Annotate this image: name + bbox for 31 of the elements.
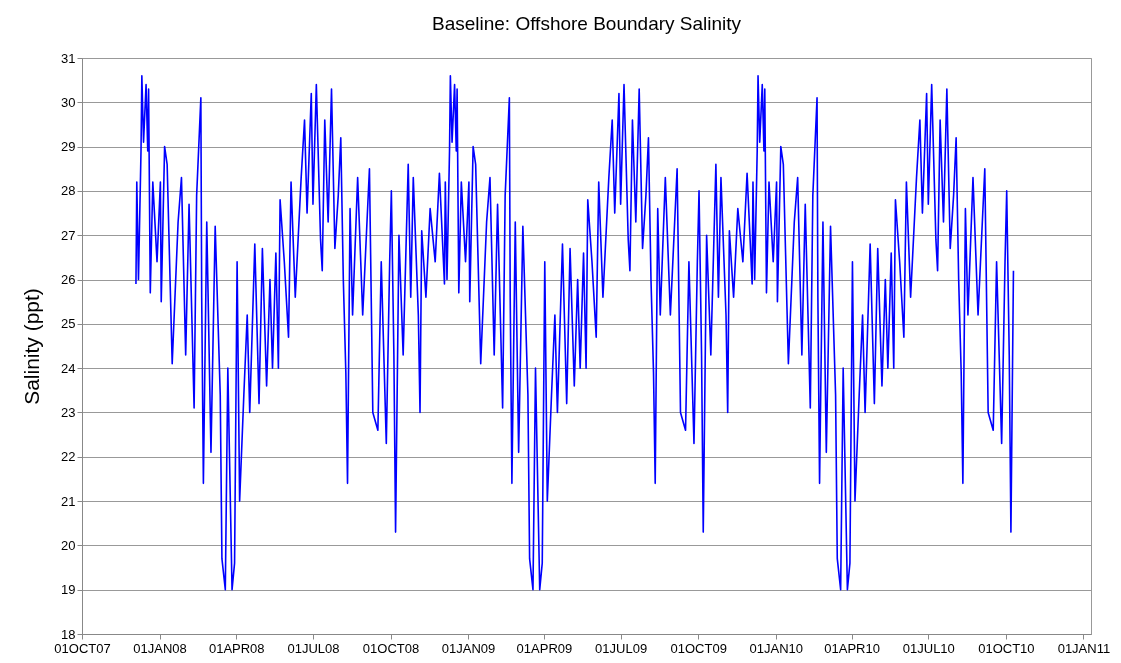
y-tick-label: 29	[61, 139, 76, 155]
y-tick-label: 22	[61, 449, 76, 465]
x-tick-label: 01JAN08	[133, 640, 187, 656]
y-tick-label: 24	[61, 360, 76, 376]
x-tick-label: 01OCT08	[362, 640, 420, 656]
x-tick-label: 01JAN10	[749, 640, 803, 656]
x-tick-label: 01JUL08	[287, 640, 340, 656]
y-tick-label: 23	[61, 404, 76, 420]
x-tick-label: 01OCT09	[670, 640, 727, 656]
y-tick-label: 18	[61, 626, 76, 642]
y-tick-label: 30	[61, 94, 76, 110]
x-tick-label: 01JAN11	[1057, 640, 1111, 656]
y-tick-label: 27	[61, 227, 76, 243]
x-tick-label: 01APR08	[208, 640, 265, 656]
chart-title: Baseline: Offshore Boundary Salinity	[431, 13, 742, 34]
y-tick-label: 28	[61, 183, 76, 199]
y-tick-label: 20	[61, 537, 76, 553]
y-tick-label: 25	[61, 316, 76, 332]
x-tick-label: 01OCT07	[54, 640, 111, 656]
y-tick-label: 21	[61, 493, 76, 509]
y-tick-label: 26	[61, 272, 76, 288]
x-tick-label: 01OCT10	[978, 640, 1035, 656]
x-tick-label: 01APR09	[516, 640, 573, 656]
x-tick-label: 01JAN09	[441, 640, 496, 656]
x-tick-label: 01JUL10	[902, 640, 955, 656]
y-tick-label: 19	[61, 582, 76, 598]
y-tick-label: 31	[61, 50, 76, 66]
x-tick-label: 01APR10	[824, 640, 880, 656]
line-series	[135, 74, 1015, 591]
y-axis-title: Salinity (ppt)	[20, 288, 44, 405]
x-tick-label: 01JUL09	[595, 640, 648, 656]
